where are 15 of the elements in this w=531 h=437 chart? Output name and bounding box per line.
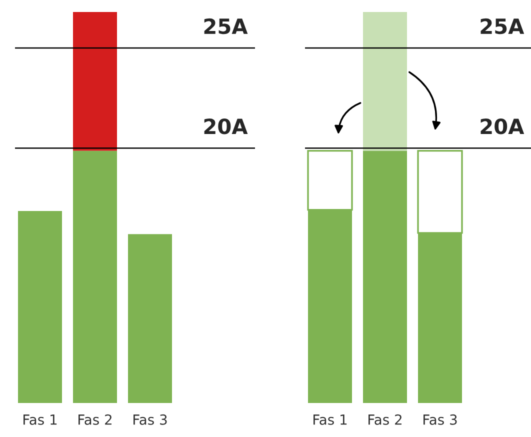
x-tick-label: Fas 1 [24, 414, 57, 425]
ref-line-label: 25A [204, 18, 248, 34]
bar [128, 234, 172, 403]
bar [73, 12, 117, 151]
x-tick-label: Fas 2 [368, 414, 402, 425]
x-tick-label: Fas 3 [424, 414, 457, 425]
x-tick-label: Fas 1 [314, 414, 347, 425]
x-tick-label: Fas 3 [134, 414, 167, 425]
bar [18, 211, 62, 403]
bar [363, 150, 407, 403]
x-tick-label: Fas 2 [78, 414, 112, 425]
ref-line-label: 20A [204, 118, 248, 134]
bar [73, 150, 117, 403]
legend-label: 20A [480, 118, 524, 134]
ref-line-label: 25A [480, 18, 524, 34]
